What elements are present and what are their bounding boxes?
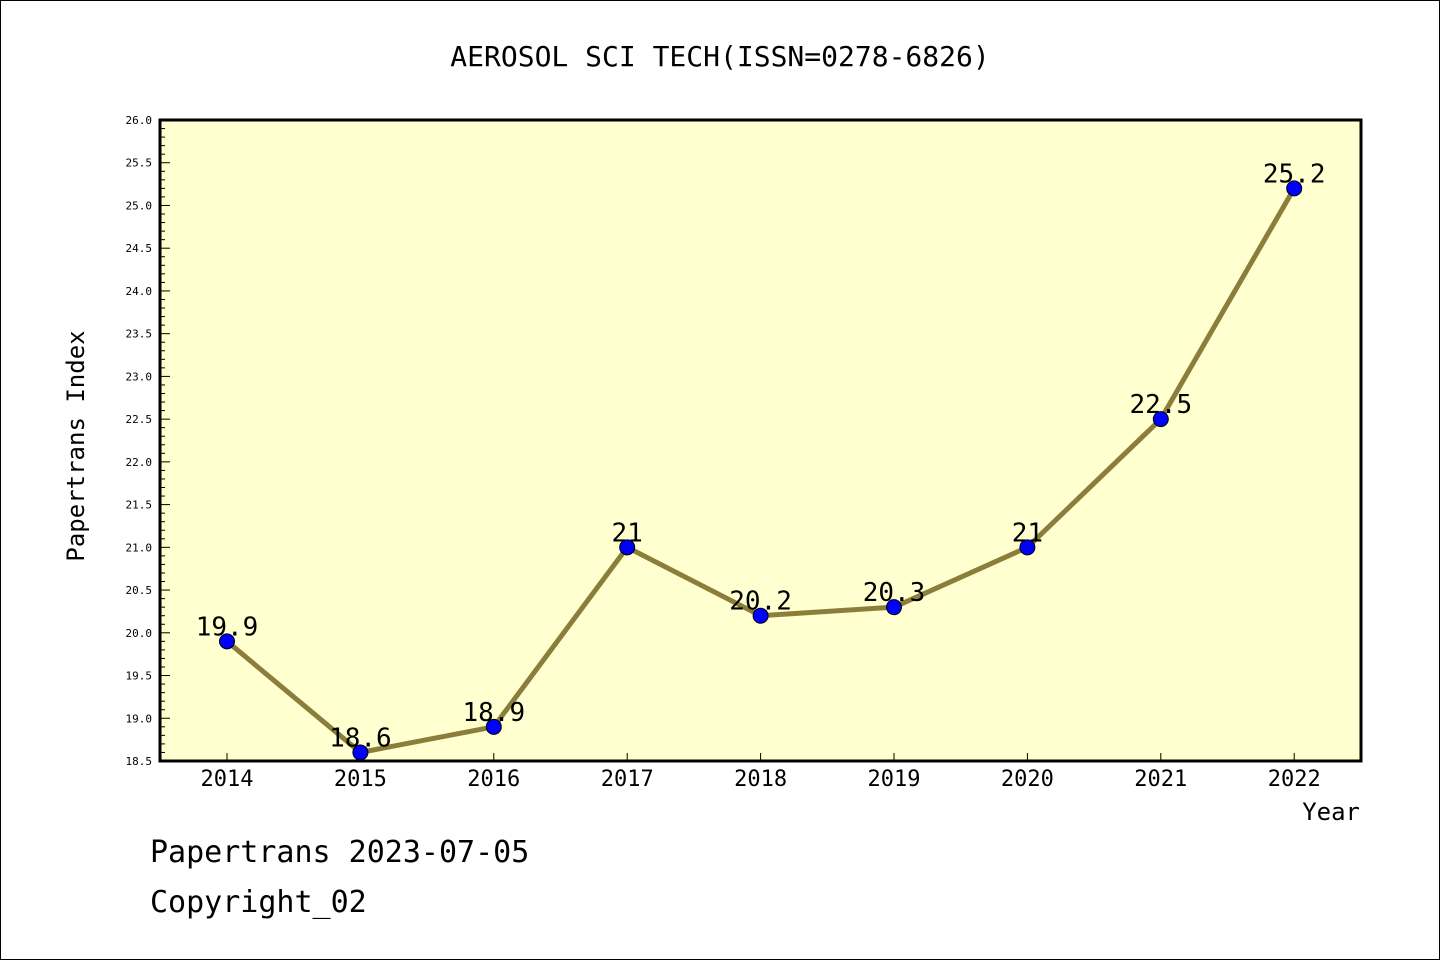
y-tick-label: 25.5 [126,157,153,170]
y-tick-label: 26.0 [126,114,153,127]
y-tick-label: 24.0 [126,285,153,298]
y-tick-label: 19.5 [126,670,153,683]
data-label: 20.3 [863,578,926,608]
x-tick-label: 2020 [1001,767,1054,792]
data-point [1286,180,1303,197]
y-tick-label: 25.0 [126,199,153,212]
data-label: 19.9 [196,612,259,642]
footer-source: Papertrans 2023-07-05 [150,835,530,870]
data-label: 21 [612,518,643,548]
y-tick-label: 24.5 [126,242,153,255]
data-point [1152,411,1169,428]
x-tick-label: 2015 [334,767,387,792]
data-label: 18.9 [462,698,525,728]
footer-copyright: Copyright_02 [150,885,367,920]
y-axis: 18.5 19.0 19.5 20.0 20.5 21.0 21.5 22.0 22.5 23.0… [126,114,170,768]
data-point [352,744,369,761]
x-tick-label: 2014 [201,767,254,792]
data-label: 21 [1012,518,1043,548]
y-tick-label: 18.5 [126,755,153,768]
x-tick-label: 2018 [734,767,787,792]
data-point [1019,539,1036,556]
x-axis: 2014 2015 2016 2017 2018 2019 2020 2021 2022 [201,753,1321,792]
x-tick-label: 2016 [467,767,520,792]
data-point [752,607,769,624]
data-point [485,718,502,735]
x-tick-label: 2017 [601,767,654,792]
data-label: 25.2 [1263,159,1326,189]
series-layer: 19.9 18.6 18.9 21 20.2 20.3 21 22.5 25.2 [196,159,1326,761]
y-tick-label: 19.0 [126,712,153,725]
y-tick-label: 23.0 [126,370,153,383]
y-tick-label: 23.5 [126,328,153,341]
x-tick-label: 2022 [1268,767,1321,792]
data-point [219,633,235,650]
y-tick-label: 21.5 [126,499,153,512]
data-point [886,599,902,616]
y-tick-label: 20.0 [126,627,153,640]
x-tick-label: 2021 [1134,767,1187,792]
y-axis-label: Papertrans Index [62,330,90,561]
x-tick-label: 2019 [868,767,921,792]
data-label: 18.6 [329,723,392,753]
data-label: 20.2 [729,587,792,617]
data-label: 22.5 [1129,390,1192,420]
y-tick-label: 22.5 [126,413,153,426]
y-tick-label: 22.0 [126,456,153,469]
plot-area [158,118,1363,763]
x-axis-label: Year [1302,798,1360,826]
y-tick-label: 21.0 [126,541,153,554]
data-point [619,539,636,556]
y-tick-label: 20.5 [126,584,153,597]
chart-title: AEROSOL SCI TECH(ISSN=0278-6826) [450,40,989,73]
